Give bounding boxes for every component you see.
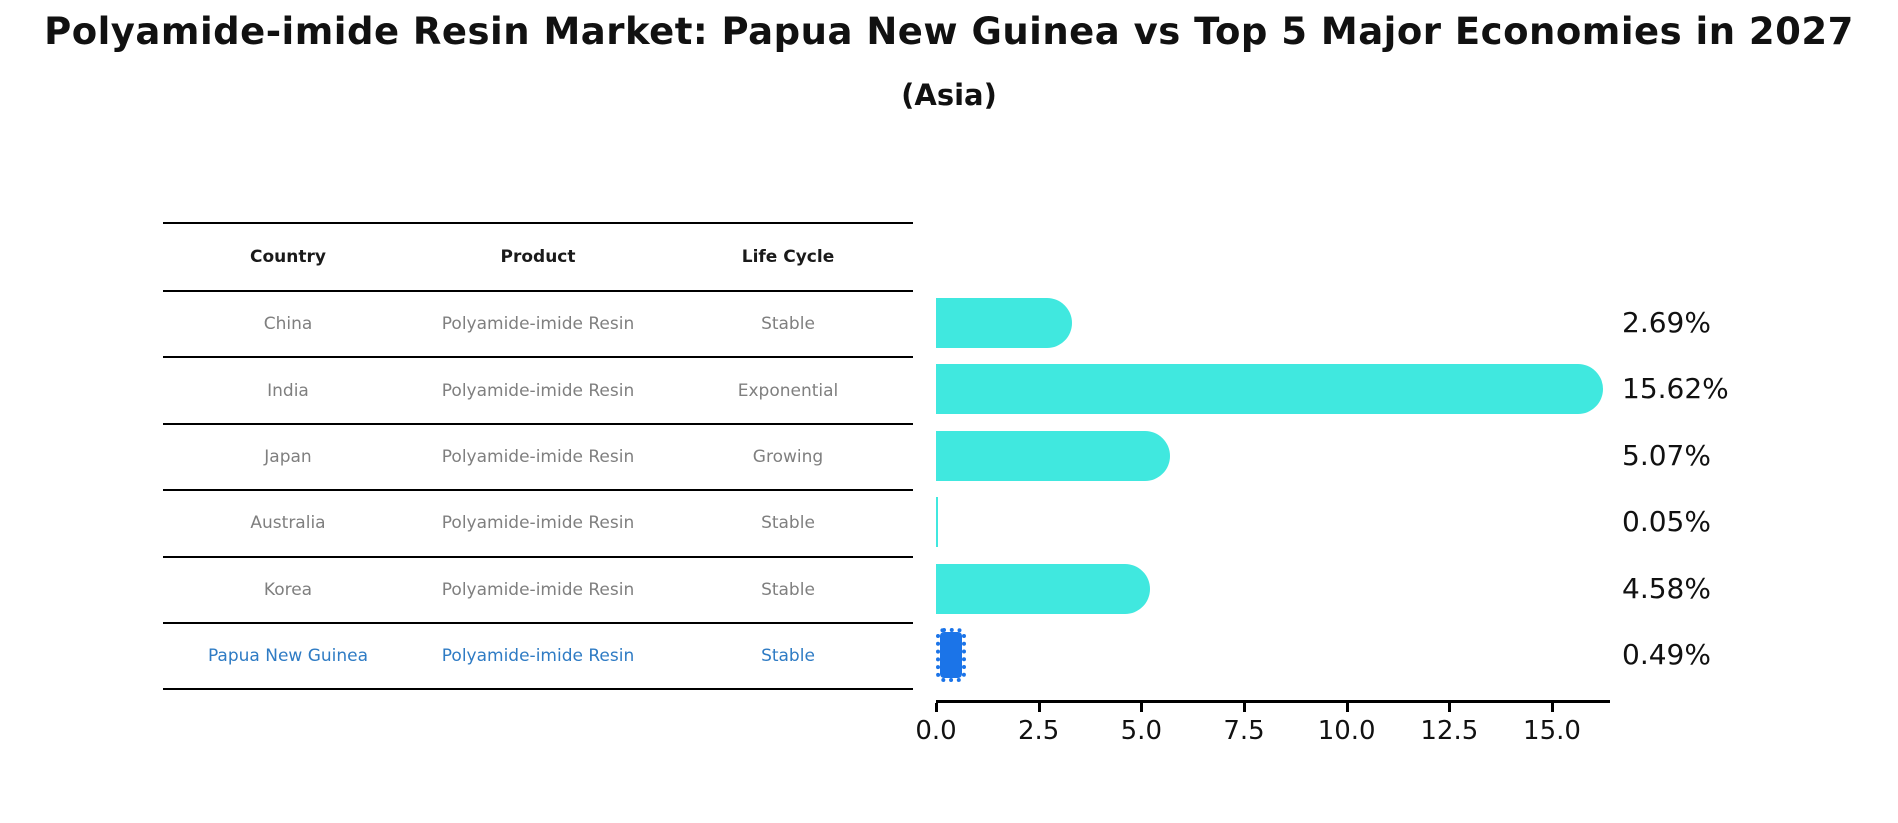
table-cell-product: Polyamide-imide Resin: [441, 579, 635, 600]
x-axis-tick: [1345, 703, 1349, 712]
x-axis-tick: [1037, 703, 1041, 712]
bar-china: [936, 298, 1073, 348]
x-axis-line: [936, 700, 1610, 703]
x-axis-tick: [1448, 703, 1452, 712]
table-cell-life-cycle: Stable: [761, 579, 815, 600]
table-cell-life-cycle: Stable: [761, 646, 815, 667]
value-label-korea: 4.58%: [1622, 571, 1711, 605]
table-row-highlight-papua-new-guinea: Papua New Guinea Polyamide-imide Resin S…: [163, 624, 913, 691]
table-header-product: Product: [500, 247, 576, 267]
table-cell-life-cycle: Exponential: [737, 380, 839, 401]
table-cell-product: Polyamide-imide Resin: [441, 380, 635, 401]
x-axis-tick: [1243, 703, 1246, 712]
x-axis-tick: [1551, 703, 1554, 712]
value-label-china: 2.69%: [1622, 306, 1711, 339]
table-cell-country: Japan: [264, 446, 312, 467]
x-axis-tick-label: 12.5: [1420, 716, 1479, 746]
table-row: Japan Polyamide-imide Resin Growing: [163, 425, 913, 492]
table-header-row: Country Product Life Cycle: [163, 224, 913, 292]
table-cell-country: India: [267, 380, 309, 401]
table-cell-life-cycle: Stable: [761, 513, 815, 534]
x-axis-tick-label: 5.0: [1120, 716, 1162, 746]
value-label-india: 15.62%: [1622, 372, 1729, 406]
bar-japan: [936, 430, 1171, 481]
table-cell-country: China: [263, 314, 313, 335]
table-header-life-cycle: Life Cycle: [741, 247, 835, 267]
x-axis-tick-label: 2.5: [1017, 716, 1060, 746]
table-row: Australia Polyamide-imide Resin Stable: [163, 491, 913, 558]
table-row: India Polyamide-imide Resin Exponential: [163, 358, 913, 425]
table-cell-product: Polyamide-imide Resin: [441, 314, 635, 335]
table-cell-country: Papua New Guinea: [207, 646, 369, 667]
x-axis-tick-label: 7.5: [1223, 716, 1265, 746]
value-label-japan: 5.07%: [1622, 438, 1711, 472]
x-axis-tick: [935, 703, 938, 712]
bar-chart: 2.69% 15.62% 5.07% 0.05% 4.58% 0.49% 0.0 2.5 5.0…: [915, 222, 1729, 782]
table-cell-life-cycle: Stable: [761, 314, 815, 335]
x-axis-tick: [1140, 703, 1144, 712]
table-cell-life-cycle: Growing: [752, 446, 824, 467]
x-axis-tick-label: 0.0: [915, 716, 957, 746]
bar-india: [936, 364, 1604, 415]
table-cell-product: Polyamide-imide Resin: [441, 646, 635, 667]
bar-australia: [936, 497, 939, 548]
chart-subtitle: (Asia): [901, 78, 997, 112]
x-axis-tick-label: 10.0: [1317, 716, 1376, 746]
bar-papua-new-guinea: [936, 628, 966, 682]
table-header-country: Country: [250, 247, 326, 267]
table-cell-country: Korea: [263, 579, 313, 600]
country-table: Country Product Life Cycle China Polyami…: [163, 222, 913, 691]
table-row: Korea Polyamide-imide Resin Stable: [163, 558, 913, 624]
table-cell-product: Polyamide-imide Resin: [441, 446, 635, 467]
value-label-australia: 0.05%: [1622, 505, 1711, 539]
chart-title: Polyamide-imide Resin Market: Papua New …: [44, 10, 1854, 53]
value-label-papua-new-guinea: 0.49%: [1622, 638, 1711, 671]
table-cell-country: Australia: [250, 513, 326, 534]
x-axis-tick-label: 15.0: [1523, 716, 1581, 746]
bar-korea: [936, 563, 1151, 614]
table-row: China Polyamide-imide Resin Stable: [163, 292, 913, 359]
table-cell-product: Polyamide-imide Resin: [441, 513, 635, 534]
